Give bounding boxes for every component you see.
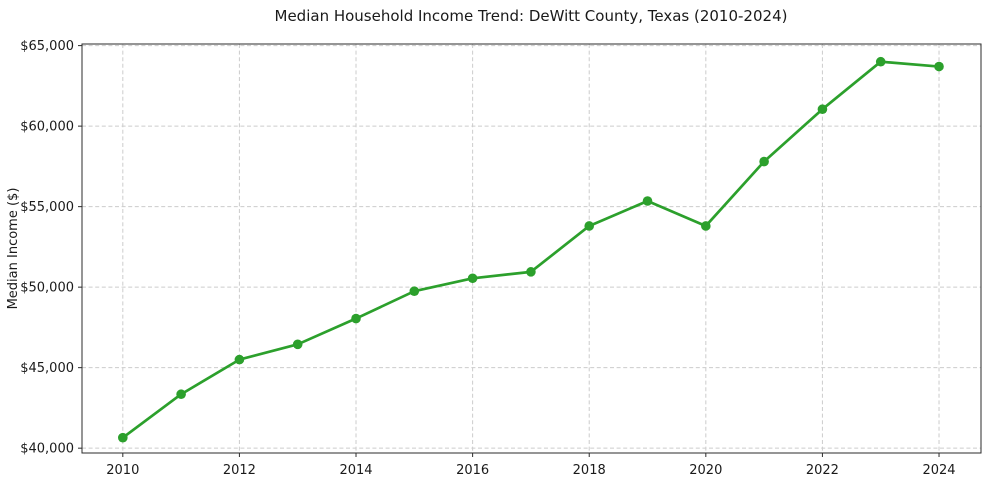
data-point-marker [409,286,420,296]
y-tick-label: $60,000 [20,120,74,135]
x-tick-label: 2014 [339,463,372,478]
x-tick-label: 2016 [456,463,489,478]
trend-line [121,60,941,440]
y-tick-label: $65,000 [20,39,74,54]
x-tick-label: 2022 [806,463,839,478]
plot-border [81,43,982,454]
data-point-marker [118,432,128,443]
data-point-marker [642,196,653,206]
grid-layer [82,44,981,453]
x-tick-label: 2018 [573,463,606,478]
data-point-marker [176,389,186,400]
series-layer [118,56,944,443]
x-tick-label: 2012 [223,463,256,478]
x-tick-label: 2020 [689,463,722,478]
data-point-marker [351,313,361,324]
data-point-marker [234,354,245,365]
chart-title: Median Household Income Trend: DeWitt Co… [275,7,788,25]
x-tick-label: 2010 [106,463,139,478]
data-point-marker [584,221,595,231]
data-point-marker [701,221,711,231]
y-tick-label: $40,000 [20,442,74,457]
y-tick-label: $45,000 [20,361,74,376]
y-tick-label: $50,000 [20,281,74,296]
tick-label-layer: 2010 2012 2014 2016 2018 2020 2022 2024 $40,000 $… [20,39,955,478]
data-point-marker [467,273,478,284]
tick-mark-layer [78,45,940,457]
x-tick-label: 2024 [922,463,955,478]
data-point-marker [526,267,536,277]
y-tick-label: $55,000 [20,200,74,215]
data-point-marker [292,339,303,350]
data-point-marker [875,56,886,67]
y-axis-title: Median Income ($) [6,188,21,310]
data-point-marker [934,61,944,72]
data-point-marker [817,104,828,115]
data-point-marker [759,156,769,167]
